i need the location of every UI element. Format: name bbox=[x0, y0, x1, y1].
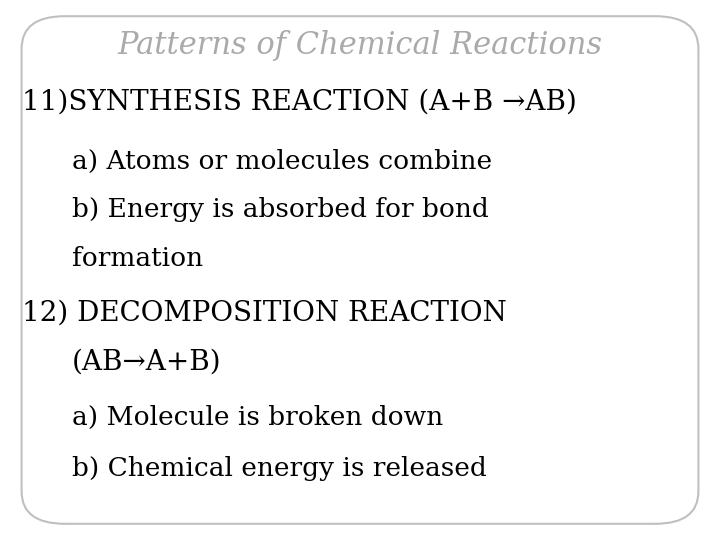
Text: Patterns of Chemical Reactions: Patterns of Chemical Reactions bbox=[117, 30, 603, 60]
Text: formation: formation bbox=[72, 246, 203, 271]
Text: a) Atoms or molecules combine: a) Atoms or molecules combine bbox=[72, 148, 492, 173]
Text: b) Chemical energy is released: b) Chemical energy is released bbox=[72, 456, 487, 481]
Text: 11)SYNTHESIS REACTION (A+B →AB): 11)SYNTHESIS REACTION (A+B →AB) bbox=[22, 89, 577, 116]
Text: (AB→A+B): (AB→A+B) bbox=[72, 348, 222, 375]
Text: b) Energy is absorbed for bond: b) Energy is absorbed for bond bbox=[72, 197, 489, 222]
Text: a) Molecule is broken down: a) Molecule is broken down bbox=[72, 405, 444, 430]
Text: 12) DECOMPOSITION REACTION: 12) DECOMPOSITION REACTION bbox=[22, 300, 506, 327]
FancyBboxPatch shape bbox=[22, 16, 698, 524]
